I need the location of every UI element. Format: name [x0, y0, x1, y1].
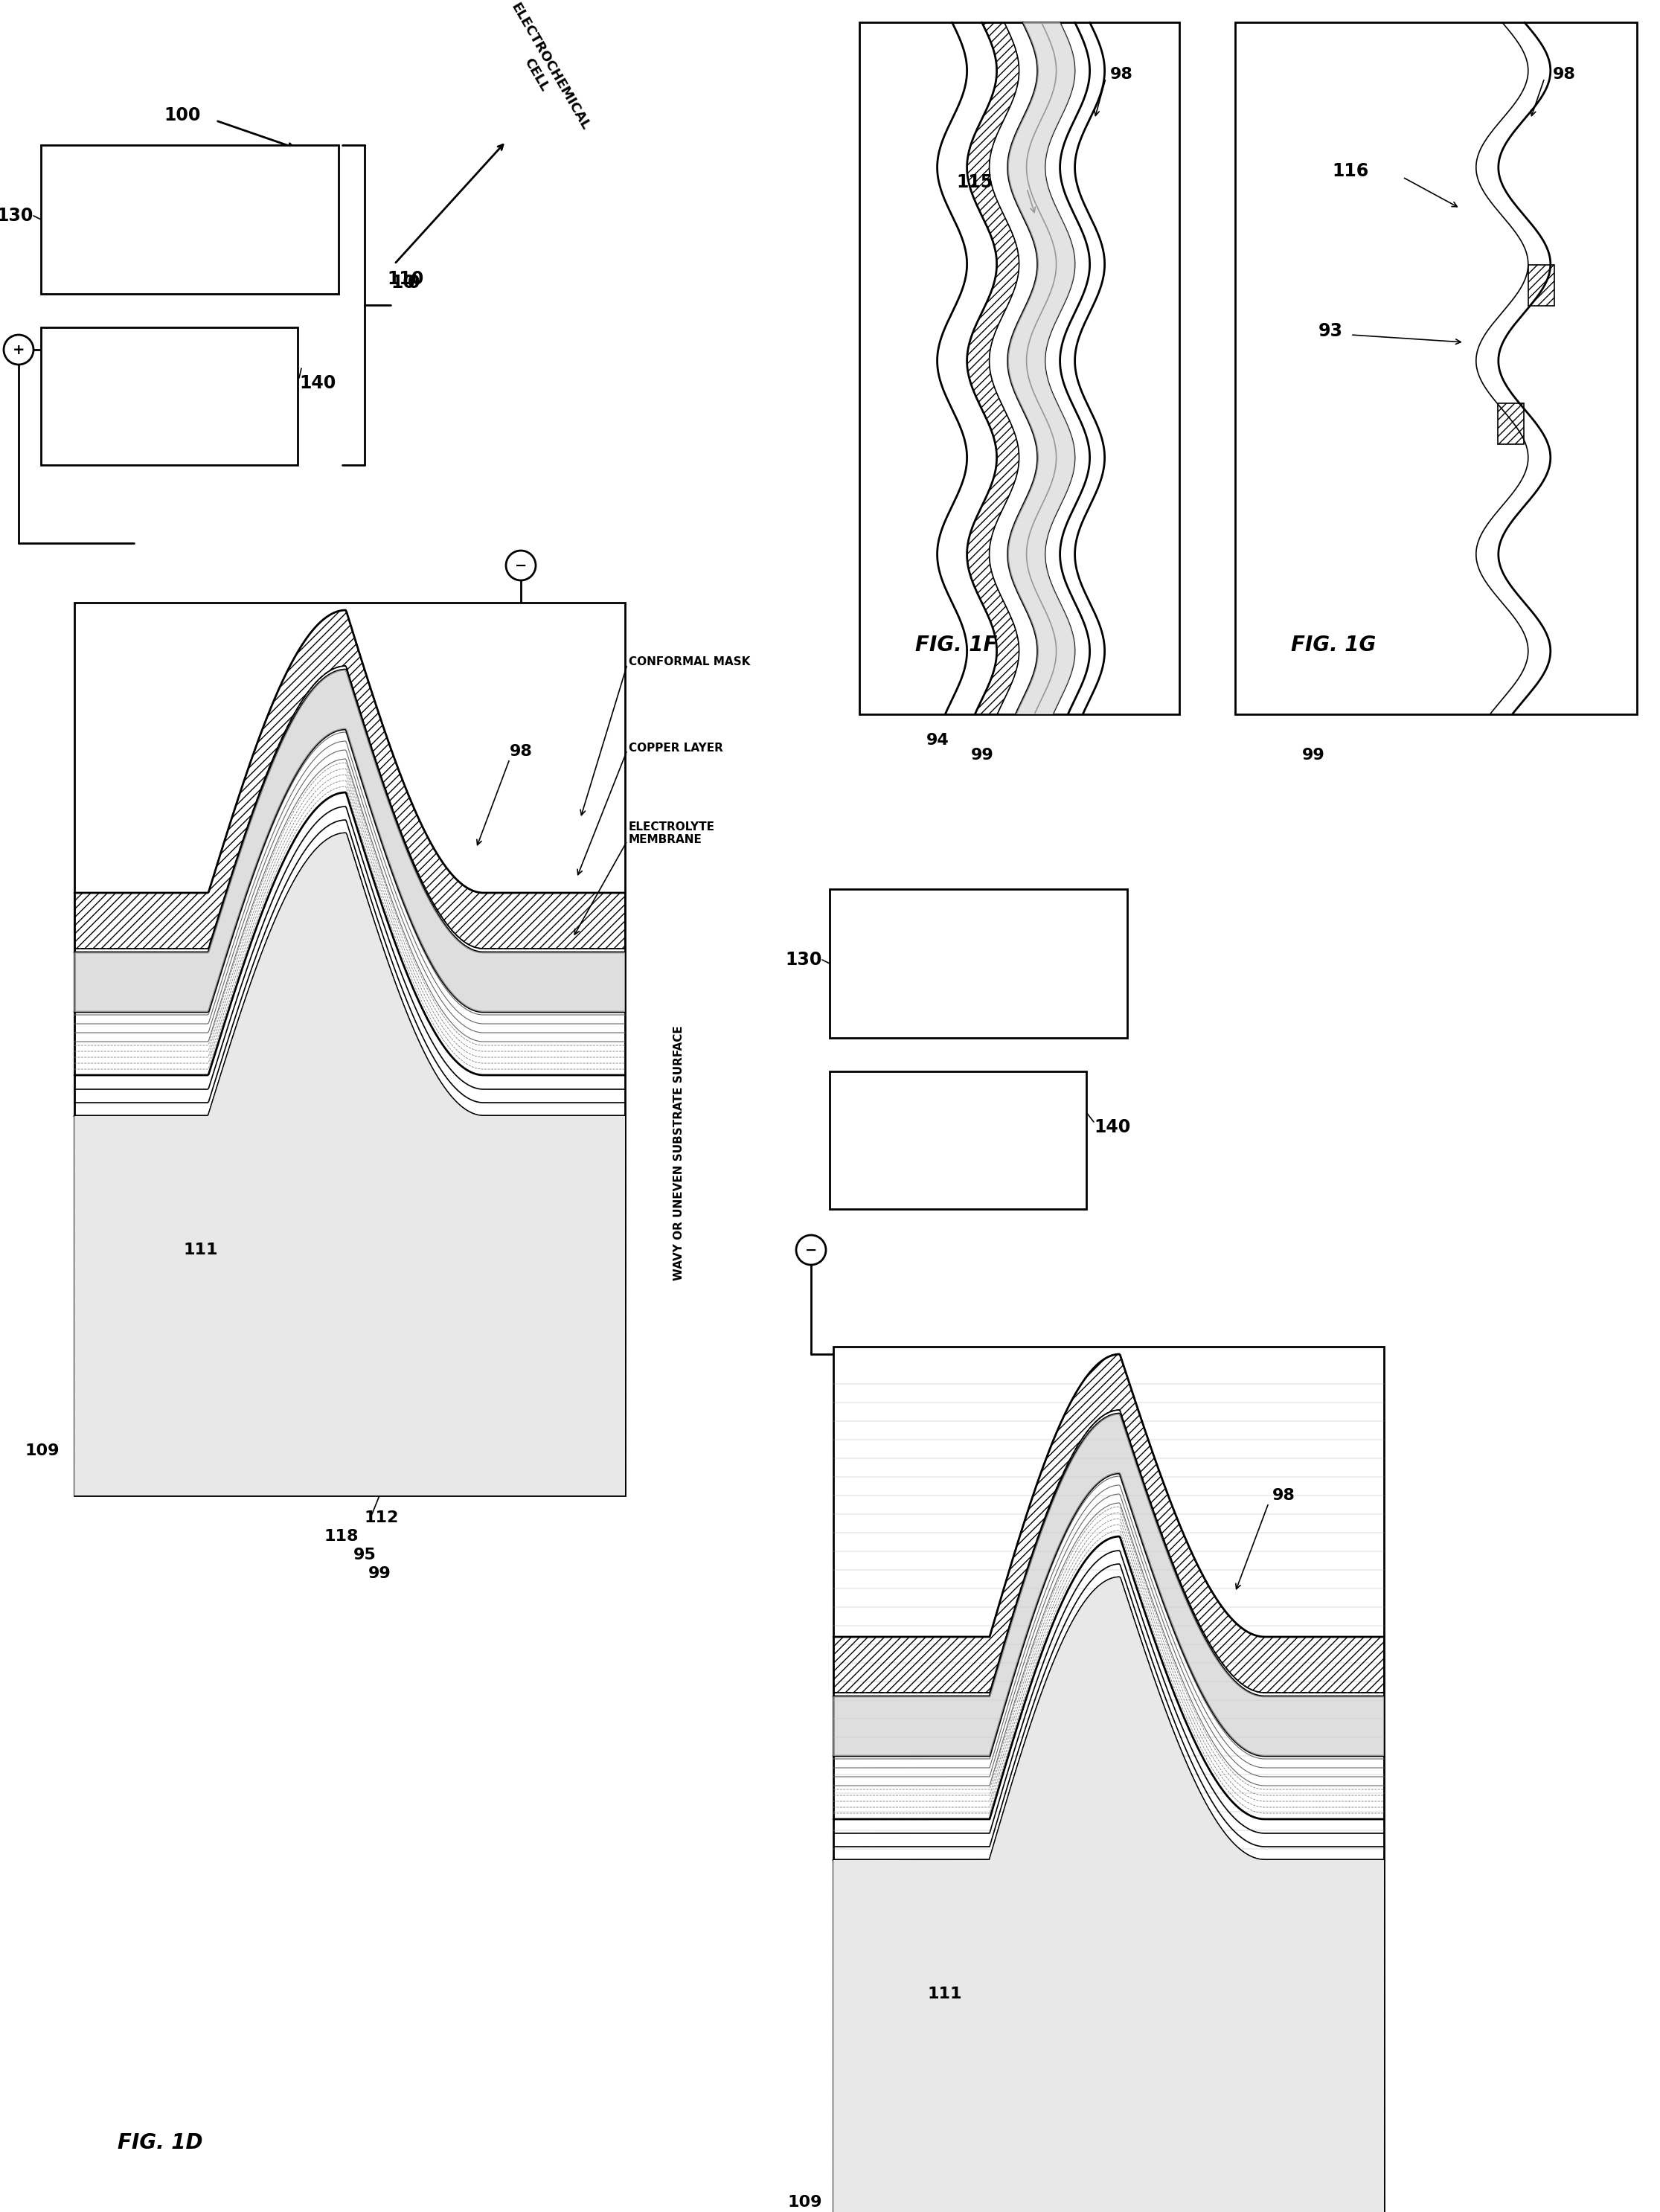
Bar — [1235, 22, 1637, 714]
Text: ELECTROLYTE
MEMBRANE: ELECTROLYTE MEMBRANE — [629, 821, 715, 845]
Text: 109: 109 — [25, 1444, 60, 1458]
Bar — [42, 146, 339, 294]
Text: VACUUM OR PRESSURE FOR
ELECTROLYTE FLUID: VACUUM OR PRESSURE FOR ELECTROLYTE FLUID — [862, 1126, 1054, 1155]
Text: 94: 94 — [926, 732, 950, 748]
Text: CONFORMAL MASK: CONFORMAL MASK — [629, 657, 750, 668]
Text: 98: 98 — [510, 743, 533, 759]
Text: 116: 116 — [1331, 161, 1370, 179]
Text: −: − — [805, 1243, 817, 1256]
Text: 140: 140 — [1094, 1119, 1130, 1137]
Text: 112: 112 — [365, 1511, 398, 1526]
Text: 10: 10 — [390, 274, 415, 292]
Text: 140: 140 — [299, 374, 335, 392]
Polygon shape — [75, 670, 626, 1011]
Text: FIG. 1G: FIG. 1G — [1291, 635, 1376, 655]
Text: ELECTROPLATING CURRENT/
VOLTAGE SOURCE CONNECTED
TO ELECTROLYTE: ELECTROPLATING CURRENT/ VOLTAGE SOURCE C… — [873, 942, 1084, 987]
Polygon shape — [75, 834, 626, 1495]
Text: 100: 100 — [164, 106, 201, 124]
Bar — [1529, 265, 1554, 305]
Text: 99: 99 — [1301, 748, 1325, 763]
Bar — [1497, 403, 1524, 445]
Text: 93: 93 — [1318, 323, 1343, 341]
Text: ELECTROCHEMICAL
CELL: ELECTROCHEMICAL CELL — [495, 0, 591, 139]
Polygon shape — [833, 1577, 1384, 2212]
Text: 95: 95 — [354, 1548, 377, 1562]
Bar — [75, 602, 626, 1495]
Bar — [860, 22, 1179, 714]
Text: VACUUM OR PRESSURE FOR
ELECTROLYTE FLUID: VACUUM OR PRESSURE FOR ELECTROLYTE FLUID — [71, 380, 266, 409]
Text: 110: 110 — [387, 270, 423, 288]
Text: 98: 98 — [1111, 66, 1134, 82]
Polygon shape — [1008, 22, 1076, 714]
Text: 99: 99 — [369, 1566, 392, 1582]
Text: 98: 98 — [1272, 1489, 1295, 1502]
Text: WAVY OR UNEVEN SUBSTRATE SURFACE: WAVY OR UNEVEN SUBSTRATE SURFACE — [674, 1026, 684, 1281]
Bar — [42, 327, 297, 465]
Polygon shape — [833, 1413, 1384, 1756]
Text: 111: 111 — [928, 1986, 963, 2002]
Text: ELECTROPLATING CURRENT/
VOLTAGE SOURCE CONNECTED
TO ELECTROLYTE: ELECTROPLATING CURRENT/ VOLTAGE SOURCE C… — [83, 197, 295, 241]
Text: 0: 0 — [408, 274, 420, 292]
Text: FIG. 1D: FIG. 1D — [118, 2132, 203, 2152]
Text: 98: 98 — [1554, 66, 1575, 82]
Text: −: − — [515, 557, 526, 573]
Text: +: + — [13, 343, 25, 356]
Text: 99: 99 — [971, 748, 994, 763]
Text: FIG. 1F: FIG. 1F — [915, 635, 998, 655]
Text: 118: 118 — [324, 1528, 359, 1544]
Bar — [830, 1071, 1086, 1210]
Text: 130: 130 — [0, 208, 33, 226]
Text: 115: 115 — [956, 173, 993, 190]
Bar — [830, 889, 1127, 1037]
Text: 111: 111 — [184, 1243, 217, 1256]
Text: 130: 130 — [785, 951, 822, 969]
Bar — [833, 1347, 1384, 2212]
Text: COPPER LAYER: COPPER LAYER — [629, 743, 724, 754]
Text: 109: 109 — [787, 2194, 822, 2210]
